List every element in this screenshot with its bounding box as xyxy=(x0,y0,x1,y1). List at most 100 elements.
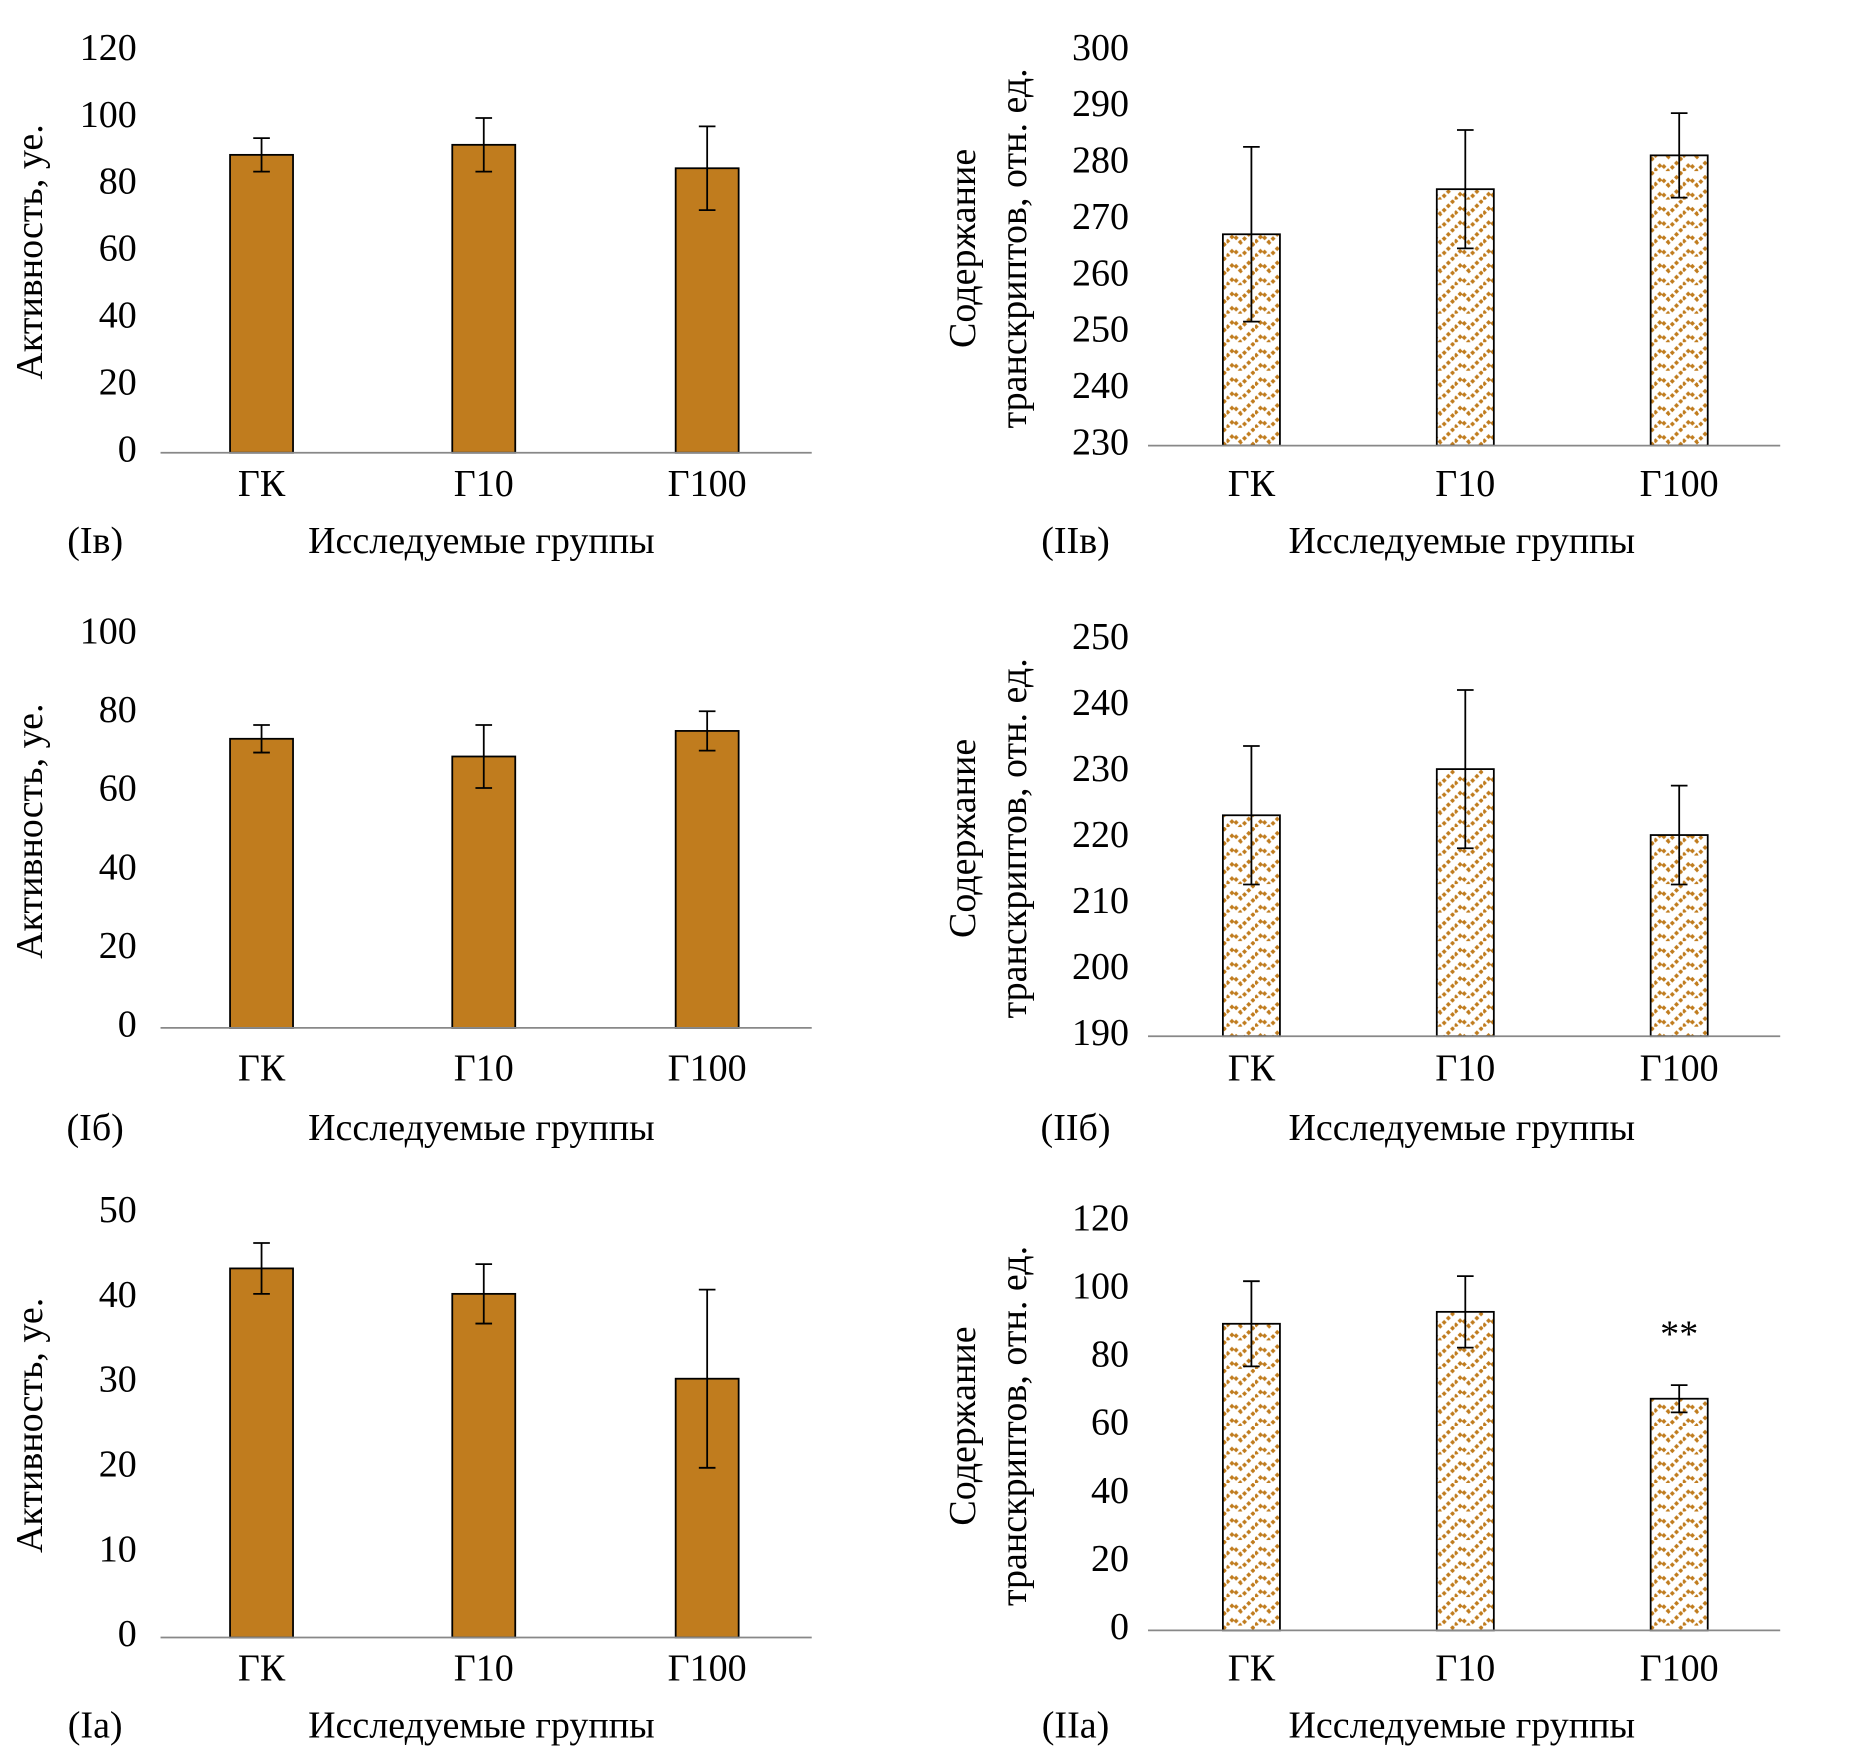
x-tick-label: Г10 xyxy=(454,1048,514,1090)
y-axis-label: Активность, уе. xyxy=(9,1298,51,1553)
y-tick-label: 200 xyxy=(1072,946,1129,988)
y-tick-label: 100 xyxy=(80,94,137,136)
y-tick-label: 210 xyxy=(1072,880,1129,922)
y-tick-label: 0 xyxy=(1110,1606,1129,1648)
y-tick-label: 30 xyxy=(99,1359,137,1401)
bar xyxy=(451,1292,517,1639)
y-tick-label: 100 xyxy=(1072,1265,1129,1307)
bar xyxy=(229,153,294,454)
panel-label: (IIв) xyxy=(1041,520,1110,562)
x-tick-label: ГК xyxy=(1228,1648,1276,1690)
y-tick-label: 220 xyxy=(1072,814,1129,856)
error-bar xyxy=(475,724,493,789)
y-tick-label: 40 xyxy=(1091,1470,1129,1512)
y-tick-label: 250 xyxy=(1072,616,1129,658)
y-tick-label: 290 xyxy=(1072,83,1129,125)
y-tick-label: 300 xyxy=(1072,27,1129,69)
y-tick-label: 270 xyxy=(1072,196,1129,238)
x-tick-label: ГК xyxy=(238,1048,286,1090)
y-tick-label: 0 xyxy=(118,428,137,470)
y-tick-label: 20 xyxy=(99,362,137,404)
error-bar xyxy=(253,137,270,173)
panel-label: (Iб) xyxy=(67,1107,124,1149)
error-bar xyxy=(698,710,716,752)
y-axis-label: Активность, уе. xyxy=(9,704,51,959)
y-tick-label: 120 xyxy=(80,27,137,69)
x-tick-label: Г100 xyxy=(668,463,747,505)
y-tick-label: 40 xyxy=(99,1274,137,1316)
y-tick-label: 80 xyxy=(99,161,137,203)
x-tick-label: Г100 xyxy=(668,1648,747,1690)
y-tick-label: 80 xyxy=(99,689,137,731)
error-bar xyxy=(1243,745,1260,886)
y-axis-label: Содержание xyxy=(942,1326,984,1525)
bar xyxy=(674,730,740,1029)
y-axis-label: Активность, уе. xyxy=(9,124,51,379)
y-tick-label: 20 xyxy=(99,1444,137,1486)
y-tick-label: 230 xyxy=(1072,421,1129,463)
error-bar xyxy=(1243,146,1260,323)
error-bar xyxy=(1670,784,1688,886)
panel-label: (Iв) xyxy=(67,520,123,562)
y-tick-label: 280 xyxy=(1072,140,1129,182)
y-tick-label: 260 xyxy=(1072,252,1129,294)
y-tick-label: 0 xyxy=(118,1004,137,1046)
x-tick-label: ГК xyxy=(238,1648,286,1690)
y-tick-label: 80 xyxy=(1091,1334,1129,1376)
y-tick-label: 240 xyxy=(1072,682,1129,724)
x-tick-label: Г10 xyxy=(1435,1048,1495,1090)
x-tick-label: ГК xyxy=(1228,463,1276,505)
y-axis-label: транскриптов, отн. ед. xyxy=(993,658,1035,1018)
x-tick-label: Г10 xyxy=(1435,1648,1495,1690)
error-bar xyxy=(475,1263,493,1325)
y-tick-label: 60 xyxy=(99,768,137,810)
bar xyxy=(229,1267,294,1639)
panel-label: (Iа) xyxy=(68,1705,123,1747)
y-tick-label: 120 xyxy=(1072,1197,1129,1239)
bar xyxy=(1221,1322,1281,1632)
x-tick-label: ГК xyxy=(1228,1048,1276,1090)
x-axis-label: Исследуемые группы xyxy=(1288,1107,1635,1149)
x-tick-label: Г10 xyxy=(454,1648,514,1690)
y-axis-label: транскриптов, отн. ед. xyxy=(993,1246,1035,1606)
bar xyxy=(229,737,294,1029)
x-tick-label: Г10 xyxy=(1435,463,1495,505)
bar xyxy=(451,755,517,1029)
x-tick-label: Г100 xyxy=(668,1048,747,1090)
x-tick-label: Г100 xyxy=(1640,463,1719,505)
x-axis-label: Исследуемые группы xyxy=(308,1705,655,1747)
x-axis-label: Исследуемые группы xyxy=(1288,520,1635,562)
error-bar xyxy=(1670,112,1688,199)
y-tick-label: 190 xyxy=(1072,1012,1129,1054)
panel-label: (IIб) xyxy=(1041,1107,1111,1149)
y-tick-label: 20 xyxy=(99,925,137,967)
x-axis-label: Исследуемые группы xyxy=(308,1107,655,1149)
x-tick-label: Г100 xyxy=(1640,1648,1719,1690)
y-tick-label: 230 xyxy=(1072,748,1129,790)
y-tick-label: 250 xyxy=(1072,309,1129,351)
x-tick-label: Г10 xyxy=(454,463,514,505)
error-bar xyxy=(1456,1275,1474,1349)
error-bar xyxy=(1243,1280,1260,1368)
error-bar xyxy=(475,117,493,173)
error-bar xyxy=(253,724,270,754)
error-bar xyxy=(1456,129,1474,250)
y-tick-label: 50 xyxy=(99,1189,137,1231)
y-tick-label: 20 xyxy=(1091,1538,1129,1580)
bar xyxy=(1649,154,1709,447)
error-bar xyxy=(253,1242,270,1295)
y-tick-label: 60 xyxy=(1091,1402,1129,1444)
error-bar xyxy=(1670,1384,1688,1414)
y-tick-label: 10 xyxy=(99,1528,137,1570)
error-bar xyxy=(1456,689,1474,850)
y-axis-label: транскриптов, отн. ед. xyxy=(993,68,1035,428)
y-tick-label: 0 xyxy=(118,1613,137,1655)
y-tick-label: 40 xyxy=(99,846,137,888)
bar xyxy=(1435,1310,1495,1632)
y-tick-label: 240 xyxy=(1072,365,1129,407)
error-bar xyxy=(698,125,716,211)
x-tick-label: Г100 xyxy=(1640,1048,1719,1090)
panel-label: (IIа) xyxy=(1042,1705,1110,1747)
y-tick-label: 40 xyxy=(99,295,137,337)
